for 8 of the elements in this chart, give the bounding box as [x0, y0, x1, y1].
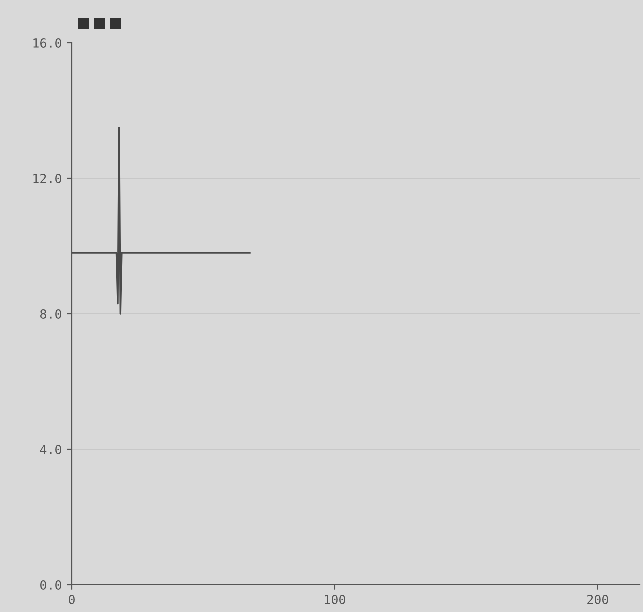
x-tick-label: 200 — [588, 595, 608, 604]
y-tick-label: 12.0 — [34, 174, 62, 184]
y-tick-label: 0.0 — [40, 580, 62, 590]
x-tick-label: 0 — [69, 595, 75, 604]
y-tick-label: 8.0 — [40, 310, 62, 319]
y-tick-label: 4.0 — [40, 445, 62, 454]
y-tick-label: 16.0 — [34, 38, 62, 48]
x-tick-label: 100 — [325, 595, 346, 604]
